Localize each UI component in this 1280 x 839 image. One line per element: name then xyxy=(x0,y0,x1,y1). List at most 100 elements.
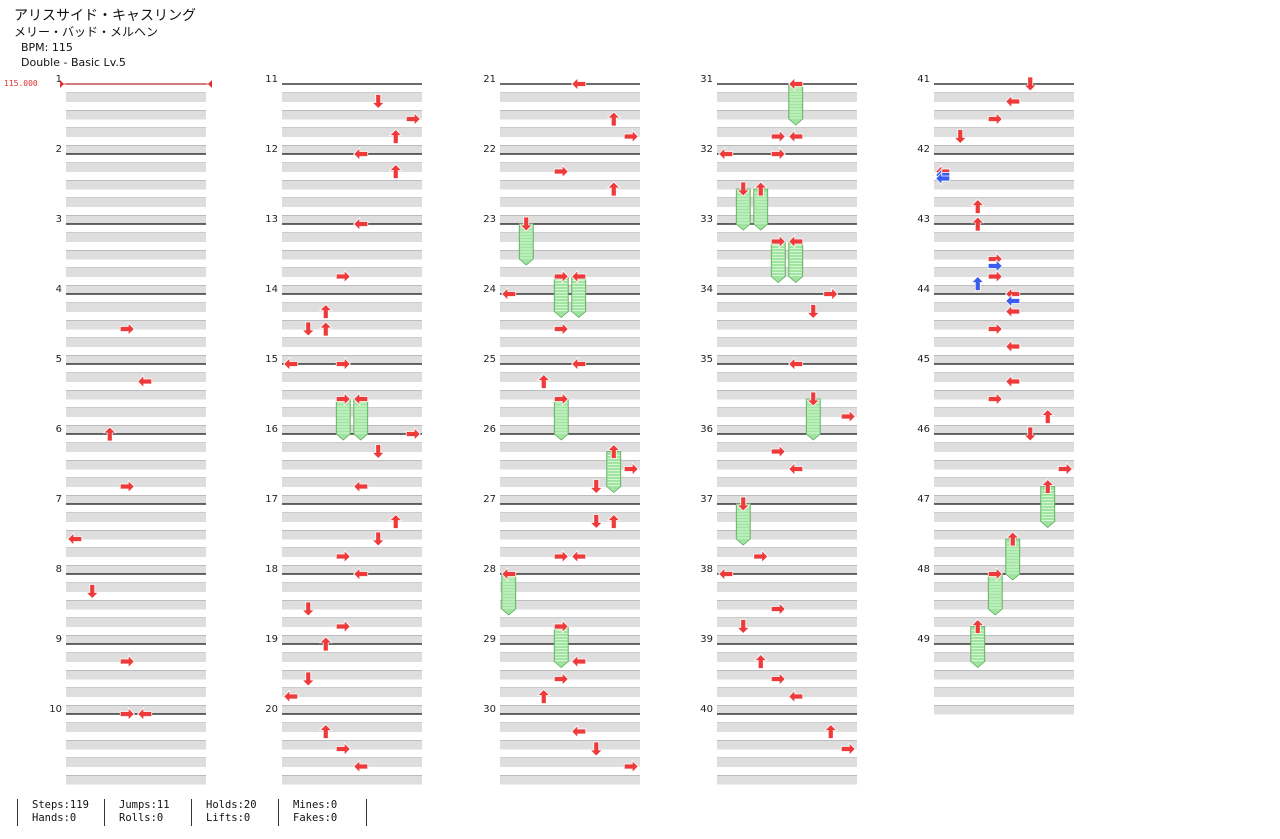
beat-band xyxy=(66,215,206,225)
measure-number: 47 xyxy=(917,494,930,505)
beat-band xyxy=(66,512,206,522)
beat-band xyxy=(717,617,857,627)
beat-band xyxy=(282,92,422,102)
beat-band xyxy=(66,267,206,277)
beat-band xyxy=(717,582,857,592)
hold-body xyxy=(553,276,569,319)
beat-band xyxy=(717,320,857,330)
beat-band xyxy=(282,337,422,347)
measure-number: 7 xyxy=(56,494,62,505)
measure-number: 27 xyxy=(483,494,496,505)
beat-band xyxy=(717,127,857,137)
arrow-note-up xyxy=(102,426,117,442)
beat-band xyxy=(66,92,206,102)
measure-number: 11 xyxy=(265,74,278,85)
beat-band xyxy=(717,302,857,312)
hold-note xyxy=(518,223,534,266)
beat-band xyxy=(282,232,422,242)
beat-band xyxy=(282,127,422,137)
beat-band xyxy=(717,355,857,365)
beat-band xyxy=(282,162,422,172)
arrow-note-up xyxy=(388,128,403,144)
arrow-note-left xyxy=(788,357,804,371)
bpm-label: BPM: 115 xyxy=(21,41,73,54)
stat-hands: Hands:0 xyxy=(32,812,77,824)
arrow-note-left xyxy=(353,759,369,774)
beat-band xyxy=(934,600,1074,610)
hold-note xyxy=(788,241,804,284)
beat-band xyxy=(500,652,640,662)
arrow-note-up xyxy=(823,723,838,739)
beat-band xyxy=(282,320,422,330)
arrow-note-left xyxy=(1005,304,1021,319)
beat-band xyxy=(66,250,206,260)
stat-lifts: Lifts:0 xyxy=(206,812,251,824)
beat-band xyxy=(66,600,206,610)
hold-note xyxy=(770,241,786,284)
arrow-note-left xyxy=(137,707,153,721)
measure-number: 45 xyxy=(917,354,930,365)
measure-number: 22 xyxy=(483,144,496,155)
hold-body xyxy=(987,573,1003,616)
arrow-note-right xyxy=(823,287,839,301)
beat-band xyxy=(934,180,1074,190)
stat-mines: Mines:0 xyxy=(293,799,338,811)
measure-number: 5 xyxy=(56,354,62,365)
arrow-note-right xyxy=(840,742,856,756)
measure-number: 39 xyxy=(700,634,713,645)
arrow-note-up xyxy=(970,198,985,214)
measure-number: 8 xyxy=(56,564,62,575)
measure-number: 14 xyxy=(265,284,278,295)
beat-band xyxy=(934,460,1074,470)
arrow-note-up xyxy=(536,373,551,389)
arrow-note-left xyxy=(353,392,369,406)
beat-band xyxy=(717,232,857,242)
measure-number: 33 xyxy=(700,214,713,225)
song-artist: メリー・バッド・メルヘン xyxy=(14,25,159,39)
beat-band xyxy=(717,635,857,645)
beat-band xyxy=(500,285,640,295)
beat-band xyxy=(500,355,640,365)
beat-band xyxy=(934,670,1074,680)
arrow-note-up xyxy=(318,723,333,739)
arrow-note-left xyxy=(788,462,804,476)
hold-note xyxy=(553,626,569,669)
stats-group-2: Jumps:11 Rolls:0 xyxy=(104,799,170,826)
beat-band xyxy=(66,425,206,435)
hold-note xyxy=(970,626,986,669)
beat-band xyxy=(717,547,857,557)
beat-band xyxy=(282,705,422,715)
beat-band xyxy=(717,285,857,295)
beat-band xyxy=(500,425,640,435)
beat-band xyxy=(500,775,640,785)
arrow-note-right xyxy=(335,269,351,284)
hold-note xyxy=(735,503,751,546)
beat-band xyxy=(66,687,206,697)
measure-number: 9 xyxy=(56,634,62,645)
beat-band xyxy=(282,670,422,680)
beat-band xyxy=(717,425,857,435)
beat-band xyxy=(934,110,1074,120)
arrow-note-up xyxy=(1040,408,1055,424)
beat-band xyxy=(282,250,422,260)
beat-band xyxy=(717,565,857,575)
stat-fakes: Fakes:0 xyxy=(293,812,338,824)
beat-band xyxy=(282,197,422,207)
beat-band xyxy=(717,442,857,452)
arrow-note-right xyxy=(987,392,1003,406)
arrow-note-up xyxy=(388,513,403,529)
beat-band xyxy=(282,582,422,592)
arrow-note-down xyxy=(1023,76,1038,92)
arrow-note-left xyxy=(1005,374,1021,389)
arrow-note-right xyxy=(553,672,569,686)
beat-band xyxy=(500,670,640,680)
hold-note xyxy=(501,573,517,616)
measure-number: 38 xyxy=(700,564,713,575)
arrow-note-right xyxy=(553,549,569,564)
hold-body xyxy=(788,241,804,284)
beat-band xyxy=(500,162,640,172)
beat-band xyxy=(282,530,422,540)
arrow-note-left xyxy=(283,689,299,704)
arrow-note-left xyxy=(283,357,299,371)
beat-band xyxy=(282,460,422,470)
